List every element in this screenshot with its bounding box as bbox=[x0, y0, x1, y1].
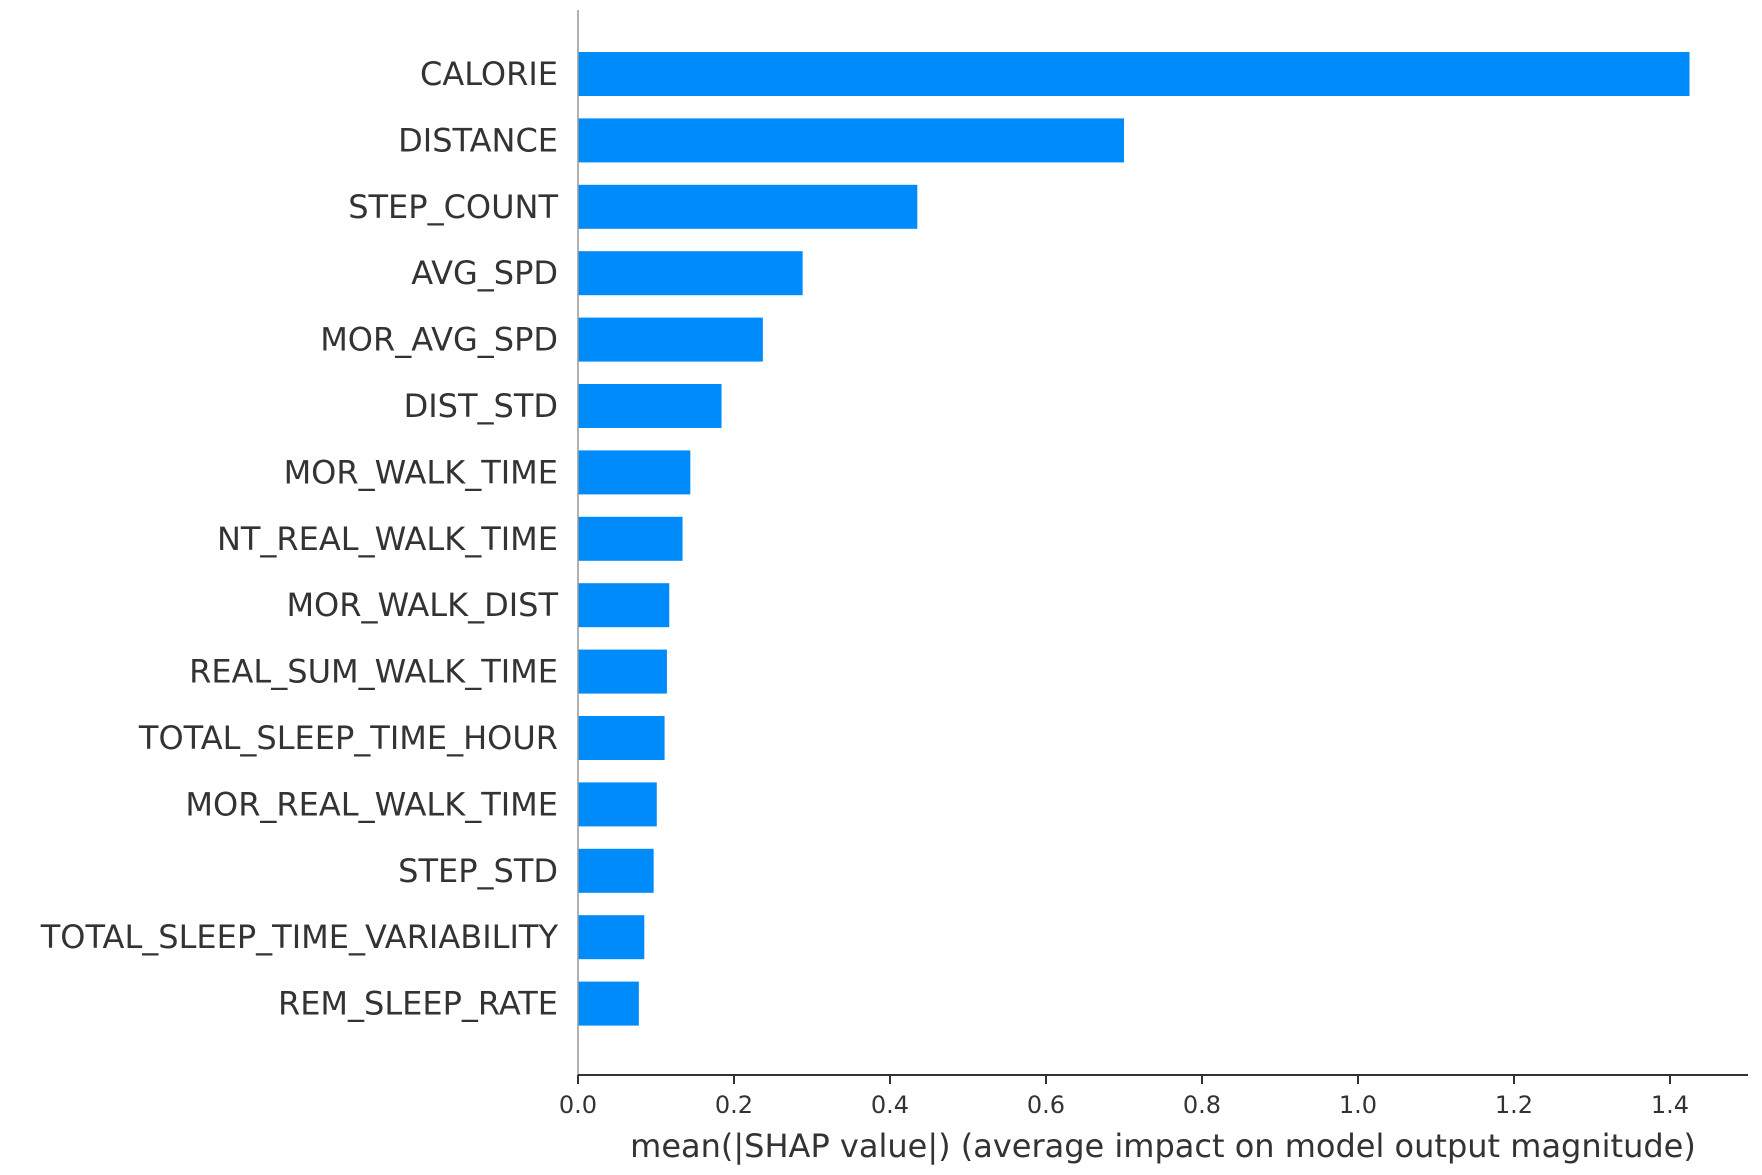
feature-label: CALORIE bbox=[420, 55, 558, 93]
feature-label: TOTAL_SLEEP_TIME_HOUR bbox=[138, 719, 558, 757]
bar-total-sleep-time-variability bbox=[578, 915, 645, 960]
feature-label: MOR_REAL_WALK_TIME bbox=[185, 785, 558, 823]
feature-label: MOR_WALK_DIST bbox=[286, 586, 558, 624]
bar-mor-avg-spd bbox=[578, 317, 763, 362]
feature-label: DIST_STD bbox=[404, 387, 558, 425]
x-ticks-group: 0.0 0.2 0.4 0.6 0.8 1.0 1.2 1.4 bbox=[559, 1075, 1689, 1119]
bar-mor-real-walk-time bbox=[578, 782, 657, 827]
feature-labels-group: CALORIE DISTANCE STEP_COUNT AVG_SPD MOR_AVG_… bbox=[40, 55, 559, 1023]
feature-label: REM_SLEEP_RATE bbox=[278, 985, 558, 1023]
feature-label: TOTAL_SLEEP_TIME_VARIABILITY bbox=[40, 918, 559, 956]
bar-distance bbox=[578, 118, 1124, 163]
x-tick-label: 0.6 bbox=[1027, 1091, 1065, 1119]
feature-label: STEP_STD bbox=[398, 852, 558, 890]
feature-label: MOR_WALK_TIME bbox=[284, 453, 558, 491]
x-tick-label: 1.0 bbox=[1339, 1091, 1377, 1119]
bar-step-std bbox=[578, 848, 654, 893]
x-axis-title: mean(|SHAP value|) (average impact on mo… bbox=[630, 1127, 1696, 1165]
feature-label: MOR_AVG_SPD bbox=[320, 321, 558, 359]
feature-label: AVG_SPD bbox=[411, 254, 558, 292]
bar-calorie bbox=[578, 52, 1690, 96]
bars-group bbox=[578, 52, 1690, 1026]
x-tick-label: 1.2 bbox=[1495, 1091, 1533, 1119]
x-tick-label: 1.4 bbox=[1651, 1091, 1689, 1119]
bar-step-count bbox=[578, 184, 918, 229]
bar-rem-sleep-rate bbox=[578, 981, 639, 1026]
feature-label: DISTANCE bbox=[398, 121, 558, 159]
x-tick-label: 0.8 bbox=[1183, 1091, 1221, 1119]
bar-dist-std bbox=[578, 384, 722, 428]
bar-mor-walk-dist bbox=[578, 583, 670, 628]
x-tick-label: 0.4 bbox=[871, 1091, 909, 1119]
x-tick-label: 0.2 bbox=[715, 1091, 753, 1119]
bar-mor-walk-time bbox=[578, 450, 691, 495]
feature-label: NT_REAL_WALK_TIME bbox=[217, 520, 558, 558]
feature-label: STEP_COUNT bbox=[348, 188, 558, 226]
bar-nt-real-walk-time bbox=[578, 516, 683, 561]
bar-avg-spd bbox=[578, 251, 803, 296]
bar-total-sleep-time-hour bbox=[578, 716, 665, 760]
feature-label: REAL_SUM_WALK_TIME bbox=[189, 653, 558, 691]
bar-real-sum-walk-time bbox=[578, 649, 667, 694]
x-tick-label: 0.0 bbox=[559, 1091, 597, 1119]
